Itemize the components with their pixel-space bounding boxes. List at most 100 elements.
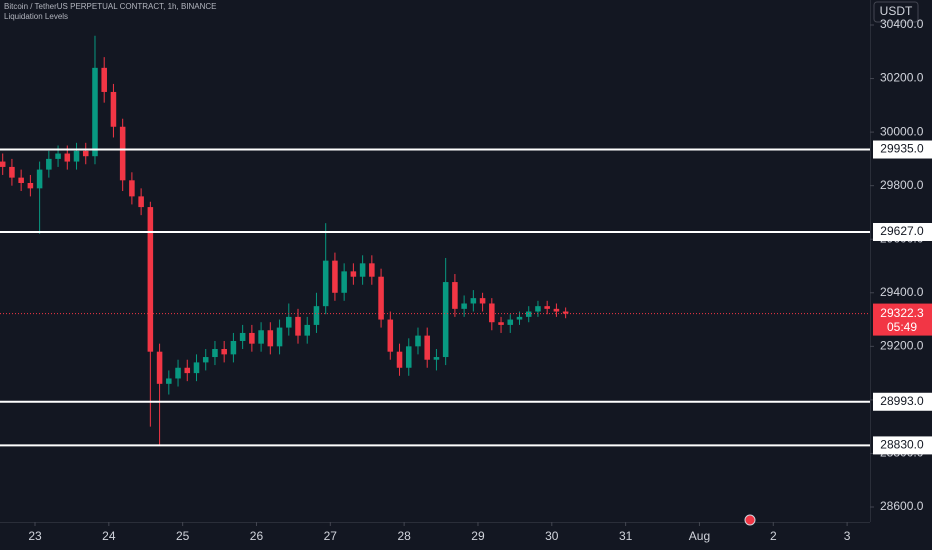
- level-label: 29627.0: [880, 224, 924, 238]
- candle-body: [101, 67, 107, 92]
- candle-body: [470, 298, 477, 304]
- candle-body: [304, 324, 311, 336]
- candle-body: [535, 306, 541, 312]
- candle-body: [129, 180, 135, 197]
- candle-body: [276, 327, 283, 347]
- candle-body: [138, 196, 144, 208]
- last-price-box: [873, 303, 932, 336]
- x-tick-label: 29: [471, 529, 485, 543]
- candle-body: [295, 316, 301, 336]
- candle-body: [424, 335, 430, 360]
- candle-body: [442, 282, 449, 358]
- candle-body: [46, 158, 52, 170]
- x-tick-label: 2: [770, 529, 777, 543]
- candle-body: [119, 126, 126, 181]
- candle-body: [55, 153, 61, 159]
- candle-body: [36, 169, 43, 189]
- candle-body: [239, 332, 246, 341]
- candle-body: [553, 308, 560, 312]
- chart-title: Bitcoin / TetherUS PERPETUAL CONTRACT, 1…: [4, 2, 217, 11]
- level-label-box: [873, 392, 932, 411]
- candle-body: [516, 316, 523, 320]
- candle-body: [332, 260, 338, 293]
- candle-body: [166, 378, 172, 384]
- candle-body: [202, 357, 209, 363]
- currency-button[interactable]: [873, 1, 919, 23]
- x-tick-label: 25: [176, 529, 190, 543]
- candle-body: [387, 319, 394, 352]
- candle-body: [498, 322, 504, 325]
- level-label-box: [873, 222, 932, 241]
- x-tick-label: 3: [844, 529, 851, 543]
- event-icon[interactable]: [744, 514, 756, 526]
- candle-body: [230, 340, 237, 355]
- y-tick-label: 28600.0: [880, 499, 924, 513]
- candle-body: [175, 367, 181, 379]
- candle-body: [73, 150, 80, 162]
- candle-body: [249, 332, 255, 344]
- candle-body: [433, 357, 440, 360]
- x-tick-label: 24: [102, 529, 116, 543]
- candle-body: [147, 207, 154, 352]
- candle-body: [267, 330, 274, 347]
- level-label: 29935.0: [880, 142, 924, 156]
- y-tick-label: 30200.0: [880, 71, 924, 85]
- level-label: 28830.0: [880, 438, 924, 452]
- last-price-label: 29322.3: [880, 306, 924, 320]
- candle-body: [479, 298, 486, 304]
- candle-body: [156, 351, 163, 384]
- y-tick-label: 29800.0: [880, 178, 924, 192]
- y-tick-label: 29200.0: [880, 339, 924, 353]
- countdown: 05:49: [887, 320, 917, 334]
- candle-body: [350, 271, 357, 277]
- x-tick-label: 26: [250, 529, 264, 543]
- candle-body: [9, 166, 15, 178]
- y-tick-label: 29400.0: [880, 285, 924, 299]
- y-tick-label: 30400.0: [880, 17, 924, 31]
- candle-body: [507, 319, 514, 325]
- candle-body: [286, 316, 292, 328]
- level-label-box: [873, 140, 932, 159]
- candle-body: [18, 177, 24, 183]
- indicator-name: Liquidation Levels: [4, 12, 68, 21]
- x-tick-label: 27: [324, 529, 338, 543]
- candle-body: [258, 330, 264, 344]
- candle-body: [212, 349, 218, 358]
- candle-body: [562, 311, 569, 314]
- candle-body: [525, 311, 532, 317]
- candle-body: [92, 67, 98, 157]
- candle-body: [27, 182, 34, 189]
- candle-body: [341, 271, 347, 293]
- candle-body: [322, 260, 329, 307]
- level-label-box: [873, 436, 932, 455]
- candle-body: [461, 303, 467, 309]
- candle-body: [415, 335, 421, 347]
- level-label: 28993.0: [880, 394, 924, 408]
- candle-body: [184, 367, 191, 374]
- x-tick-label: 31: [619, 529, 633, 543]
- candle-body: [452, 282, 458, 309]
- candle-body: [396, 351, 403, 368]
- x-tick-label: 30: [545, 529, 559, 543]
- candle-body: [221, 349, 227, 355]
- candle-body: [489, 303, 495, 323]
- candle-body: [369, 263, 375, 277]
- candle-body: [313, 306, 320, 325]
- candle-body: [82, 150, 89, 157]
- candle-body: [359, 263, 366, 277]
- candle-body: [405, 346, 412, 368]
- candle-body: [0, 161, 6, 167]
- candle-body: [110, 91, 117, 127]
- candle-body: [64, 153, 71, 162]
- candle-body: [378, 276, 384, 320]
- candle-body: [193, 362, 200, 374]
- x-tick-label: 28: [397, 529, 411, 543]
- candle-body: [544, 306, 550, 309]
- y-tick-label: 30000.0: [880, 124, 924, 138]
- x-tick-label: 23: [28, 529, 42, 543]
- x-tick-label: Aug: [689, 529, 710, 543]
- currency-label[interactable]: USDT: [880, 4, 913, 18]
